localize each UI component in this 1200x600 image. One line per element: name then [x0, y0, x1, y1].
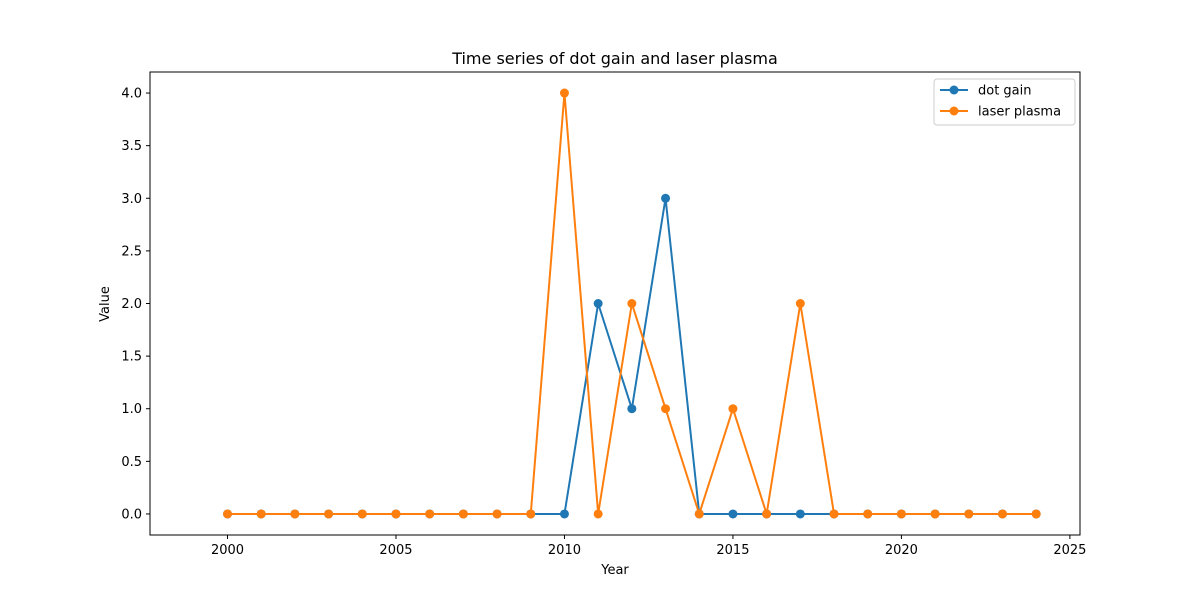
data-point-laser-plasma [290, 509, 300, 519]
legend-marker-laser-plasma [949, 106, 959, 116]
data-point-laser-plasma [863, 509, 873, 519]
data-point-dot-gain [627, 404, 637, 414]
legend-label-laser-plasma: laser plasma [978, 105, 1061, 120]
x-tick-label: 2020 [885, 543, 918, 558]
x-tick-label: 2010 [548, 543, 581, 558]
y-tick-label: 0.0 [121, 507, 142, 522]
data-point-dot-gain [728, 509, 738, 519]
y-tick-label: 2.5 [121, 244, 142, 259]
data-point-dot-gain [593, 299, 603, 308]
y-tick-label: 1.5 [121, 350, 142, 365]
legend-label-dot-gain: dot gain [978, 84, 1032, 99]
data-point-laser-plasma [559, 88, 569, 98]
data-point-laser-plasma [795, 299, 805, 308]
data-point-dot-gain [795, 509, 805, 519]
y-tick-label: 4.0 [121, 87, 142, 102]
legend-marker-dot-gain [949, 85, 959, 95]
x-tick-label: 2005 [379, 543, 412, 558]
data-point-laser-plasma [930, 509, 940, 519]
y-tick-label: 2.0 [121, 297, 142, 312]
data-point-laser-plasma [627, 299, 637, 308]
legend-box [933, 78, 1076, 126]
chart-title: Time series of dot gain and laser plasma [451, 49, 778, 68]
data-point-laser-plasma [593, 509, 603, 519]
x-tick-label: 2025 [1053, 543, 1086, 558]
data-point-laser-plasma [526, 509, 536, 519]
y-axis-label: Value [98, 286, 113, 322]
data-point-dot-gain [661, 193, 671, 203]
data-point-laser-plasma [728, 404, 738, 414]
data-point-laser-plasma [661, 404, 671, 414]
data-point-laser-plasma [762, 509, 772, 519]
data-point-laser-plasma [998, 509, 1007, 519]
data-point-laser-plasma [896, 509, 906, 519]
data-point-laser-plasma [1031, 509, 1041, 519]
y-tick-label: 1.0 [121, 402, 142, 417]
data-point-laser-plasma [829, 509, 839, 519]
data-point-laser-plasma [964, 509, 974, 519]
y-tick-label: 0.5 [121, 455, 142, 470]
x-axis-label: Year [600, 563, 629, 578]
y-tick-label: 3.0 [121, 192, 142, 207]
plot-area: 2000 2005 2010 2015 2020 2025 0.0 0.5 1.0 1.5 2.0 2… [121, 71, 1086, 558]
data-point-laser-plasma [694, 509, 704, 519]
data-point-laser-plasma [458, 509, 468, 519]
data-point-laser-plasma [357, 509, 367, 519]
x-tick-label: 2015 [716, 543, 749, 558]
data-point-laser-plasma [492, 509, 502, 519]
data-point-laser-plasma [391, 509, 401, 519]
data-point-dot-gain [559, 509, 569, 519]
y-tick-label: 3.5 [121, 139, 142, 154]
legend: dot gain laser plasma [933, 78, 1076, 126]
data-point-laser-plasma [256, 509, 266, 519]
data-point-laser-plasma [324, 509, 334, 519]
data-point-laser-plasma [223, 509, 232, 519]
x-tick-label: 2000 [211, 543, 244, 558]
data-point-laser-plasma [425, 509, 435, 519]
